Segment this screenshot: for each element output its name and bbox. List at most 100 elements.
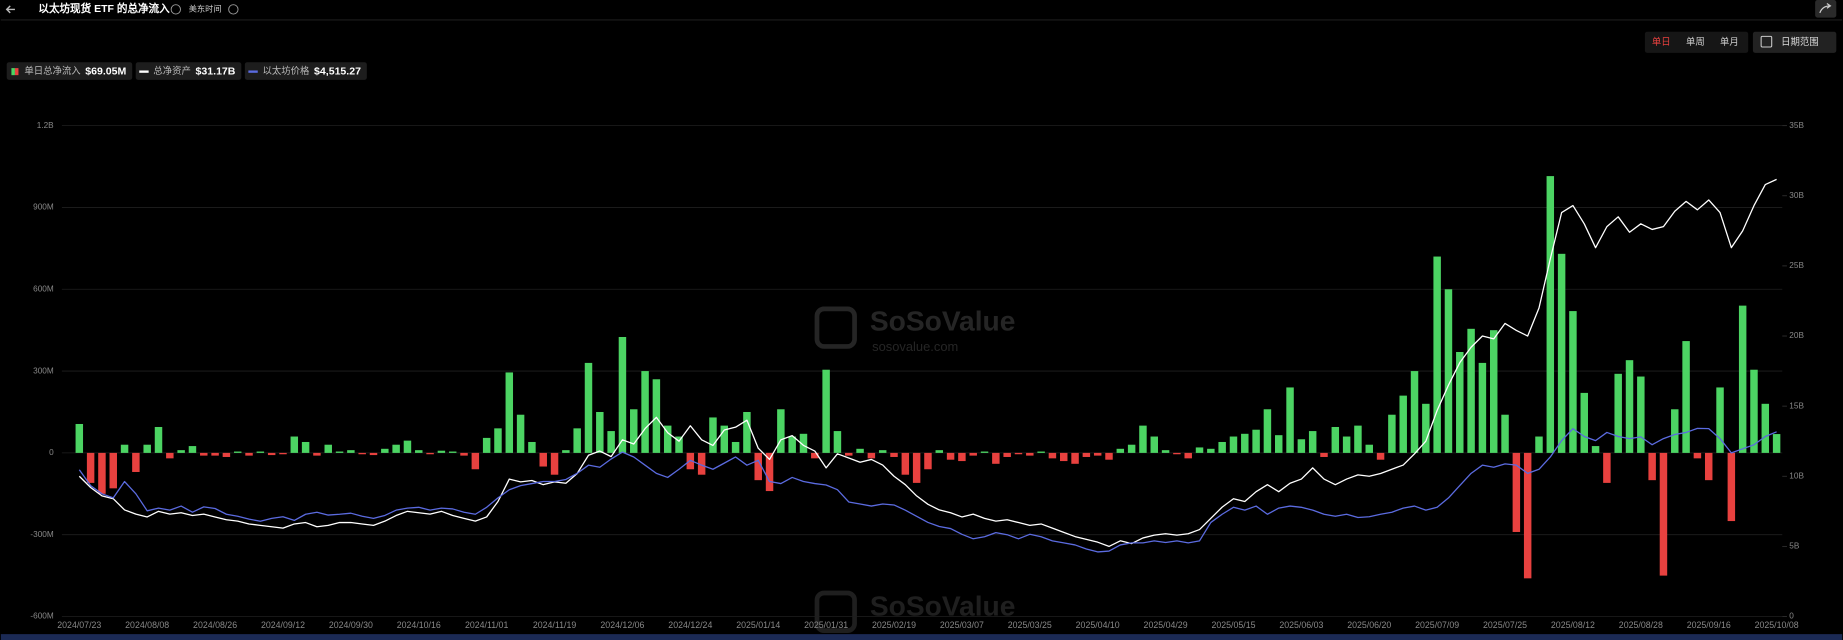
bar [935,450,944,453]
bar [1557,253,1566,453]
bar [1218,441,1226,453]
bar [460,452,468,456]
bar [675,436,683,453]
bar [494,428,502,453]
bar [1048,452,1057,459]
bar [1320,452,1328,457]
legend-item[interactable]: 以太坊价格 $4,515.27 [244,62,367,80]
calendar-icon [1760,35,1773,48]
bar [1275,435,1283,453]
watermark-url: sosovalue.com [872,339,958,354]
bar [1704,452,1713,481]
bar [946,452,955,460]
bar [697,452,706,475]
line [78,427,1777,553]
info-icon[interactable] [228,4,239,15]
legend-item[interactable]: 总净资产 $31.17B [135,62,242,80]
bar [573,428,581,453]
bar [890,452,898,457]
legend-chip [6,62,133,80]
bar [132,452,140,472]
x-tick-label: 2025/07/25 [1483,620,1527,630]
bar [154,426,163,453]
bar [301,441,310,453]
period-button[interactable]: 单月 [1720,36,1739,47]
x-tick-label: 2025/05/15 [1211,620,1255,630]
x-tick-label: 2025/08/28 [1619,620,1663,630]
bar [663,425,672,453]
bar [607,431,615,453]
bar [958,452,966,462]
bar [1003,452,1011,457]
bar [324,444,332,453]
bar [980,451,989,453]
bar [381,448,389,453]
bar [86,452,95,483]
bar [1456,351,1464,453]
back-button[interactable] [5,5,15,14]
share-button[interactable] [1815,0,1837,18]
bar [845,452,853,456]
bar [731,441,740,453]
bar [1580,392,1588,453]
bar [471,452,480,470]
legend-name: 单日总净流入 [24,65,81,76]
x-tick-label: 2025/01/31 [804,620,848,630]
bar [720,425,729,453]
legend-item[interactable]: 单日总净流入 $69.05M [6,62,133,80]
bar [743,411,751,453]
x-tick-label: 2025/10/08 [1755,620,1799,630]
bar [313,452,321,456]
watermark-logo [814,306,857,349]
x-tick-label: 2025/04/10 [1076,620,1120,630]
period-button[interactable]: 单日 [1652,36,1671,47]
bar [1105,452,1113,460]
bar [290,436,299,453]
legend-swatch [11,68,15,76]
y2-tick-label: 20B [1789,331,1804,340]
bar [75,423,84,453]
y2-tick-label: 25B [1789,261,1804,270]
bar [1150,436,1159,453]
bar [799,433,808,453]
share-icon [1819,3,1832,14]
x-tick-label: 2024/11/19 [533,620,576,630]
bar [788,436,796,453]
x-tick-label: 2024/07/23 [57,620,101,630]
bar [1444,289,1453,453]
bar [1297,439,1306,453]
period-button[interactable]: 单周 [1686,36,1705,47]
bar [1026,452,1034,456]
x-tick-label: 2025/04/29 [1144,620,1188,630]
y-tick-label: 1.2B [37,121,54,130]
bar [188,446,197,453]
bar [245,452,253,456]
bar [1512,452,1521,532]
legend-chip [135,62,242,80]
bar [1229,436,1238,453]
x-tick-label: 2024/12/24 [668,620,712,630]
bar [1365,444,1373,453]
bar [1195,447,1204,453]
bar [1546,176,1555,453]
bar [1014,452,1023,455]
bar [505,372,514,453]
bar [437,450,446,453]
bar [777,409,785,453]
range-slider[interactable] [0,634,1843,640]
page-title: 以太坊现货 ETF 的总净流入 [38,2,170,15]
bar [1342,436,1351,453]
bar [1093,452,1102,456]
x-tick-label: 2025/02/19 [872,620,916,630]
date-range-button[interactable] [1752,31,1837,53]
bar [1591,446,1600,453]
x-tick-label: 2024/10/16 [397,620,441,630]
bar [550,452,559,475]
bar [1207,448,1215,453]
bar [1772,434,1781,453]
bar [233,451,242,453]
bar [901,452,910,475]
info-icon[interactable] [170,4,181,15]
bar [833,431,842,453]
